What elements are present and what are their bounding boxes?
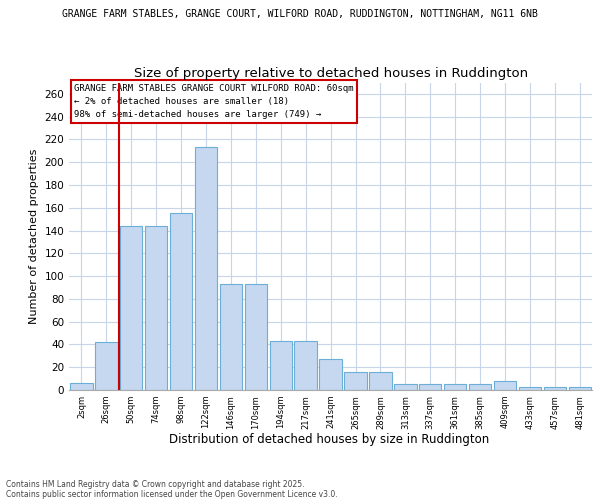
Bar: [95, 342, 118, 390]
Bar: [519, 386, 541, 390]
Text: Contains HM Land Registry data © Crown copyright and database right 2025.
Contai: Contains HM Land Registry data © Crown c…: [6, 480, 338, 499]
Bar: [70, 383, 92, 390]
Bar: [220, 284, 242, 390]
Bar: [344, 372, 367, 390]
Bar: [295, 341, 317, 390]
Bar: [444, 384, 466, 390]
Bar: [145, 226, 167, 390]
Bar: [245, 284, 267, 390]
Bar: [369, 372, 392, 390]
Bar: [120, 226, 142, 390]
Bar: [269, 341, 292, 390]
Y-axis label: Number of detached properties: Number of detached properties: [29, 148, 39, 324]
Bar: [394, 384, 416, 390]
Bar: [170, 214, 193, 390]
Bar: [419, 384, 442, 390]
Text: GRANGE FARM STABLES, GRANGE COURT, WILFORD ROAD, RUDDINGTON, NOTTINGHAM, NG11 6N: GRANGE FARM STABLES, GRANGE COURT, WILFO…: [62, 9, 538, 19]
Text: Distribution of detached houses by size in Ruddington: Distribution of detached houses by size …: [169, 432, 489, 446]
Bar: [195, 148, 217, 390]
Bar: [494, 381, 516, 390]
Text: GRANGE FARM STABLES GRANGE COURT WILFORD ROAD: 60sqm
← 2% of detached houses are: GRANGE FARM STABLES GRANGE COURT WILFORD…: [74, 84, 354, 120]
Bar: [469, 384, 491, 390]
Bar: [319, 359, 342, 390]
Title: Size of property relative to detached houses in Ruddington: Size of property relative to detached ho…: [134, 67, 527, 80]
Bar: [569, 386, 591, 390]
Bar: [544, 386, 566, 390]
